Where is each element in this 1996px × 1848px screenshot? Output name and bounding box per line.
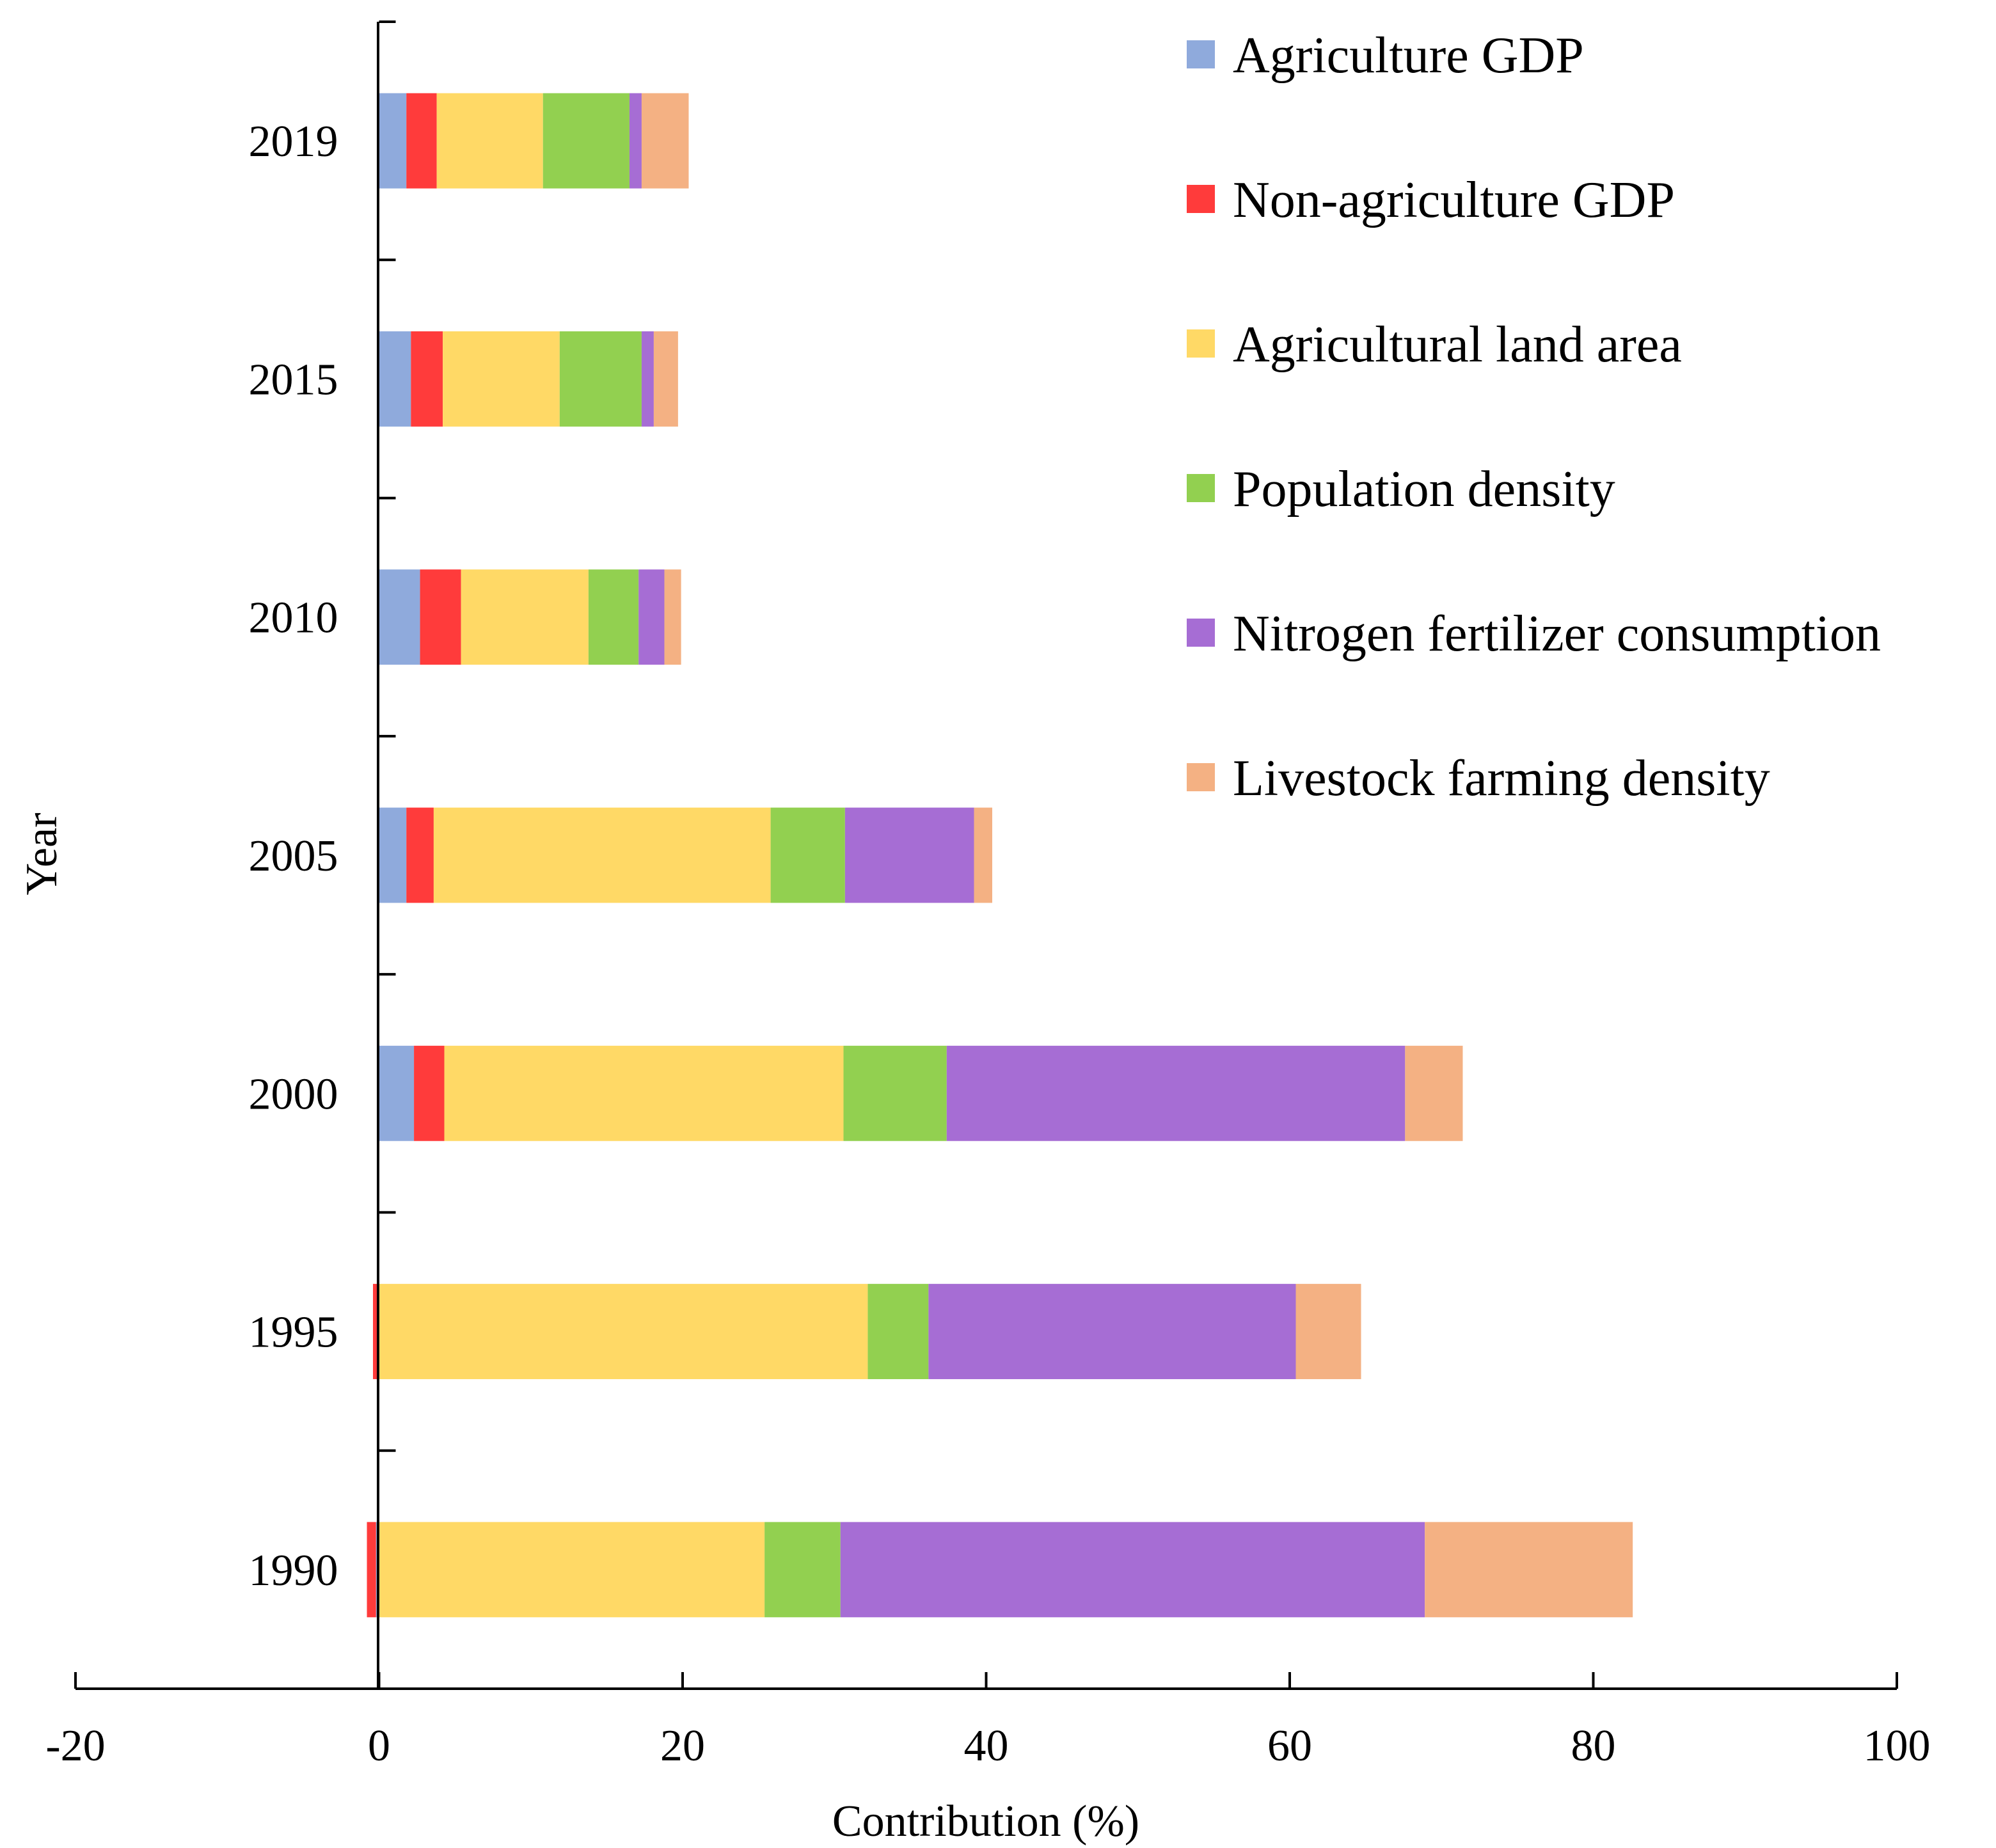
y-tick-label: 2005 bbox=[249, 832, 338, 881]
bar-2000-series-0 bbox=[379, 1045, 415, 1141]
bar-2019-series-1 bbox=[406, 93, 437, 189]
legend-swatch bbox=[1187, 329, 1215, 358]
bar-1995-series-2 bbox=[379, 1284, 868, 1380]
legend-swatch bbox=[1187, 619, 1215, 647]
y-tick-label: 2015 bbox=[249, 355, 338, 404]
y-tick-label: 1995 bbox=[249, 1308, 338, 1357]
legend-swatch bbox=[1187, 40, 1215, 68]
y-tick-label: 1990 bbox=[249, 1546, 338, 1595]
bar-1995-series-3 bbox=[867, 1284, 929, 1380]
x-tick-label: 100 bbox=[1864, 1721, 1931, 1771]
bar-2005-series-1 bbox=[406, 807, 434, 903]
bar-1990-series-2 bbox=[379, 1522, 765, 1618]
bars-layer bbox=[367, 93, 1633, 1618]
bar-2015-series-1 bbox=[411, 331, 443, 427]
x-tick-label: 20 bbox=[660, 1721, 705, 1771]
y-tick-label: 2019 bbox=[249, 117, 338, 166]
bar-2019-series-2 bbox=[436, 93, 543, 189]
bar-2000-series-4 bbox=[946, 1045, 1406, 1141]
legend-label: Non-agriculture GDP bbox=[1233, 172, 1675, 228]
bar-2000-series-1 bbox=[414, 1045, 445, 1141]
bar-2010-series-4 bbox=[638, 569, 665, 665]
bar-2015-series-4 bbox=[641, 331, 654, 427]
bar-2019-series-5 bbox=[641, 93, 689, 189]
legend-swatch bbox=[1187, 185, 1215, 213]
bar-2000-series-3 bbox=[843, 1045, 947, 1141]
bar-2005-series-4 bbox=[844, 807, 974, 903]
bar-2000-series-2 bbox=[444, 1045, 844, 1141]
bar-1990-series-3 bbox=[764, 1522, 841, 1618]
bar-2019-series-0 bbox=[379, 93, 407, 189]
x-tick-label: -20 bbox=[45, 1721, 105, 1771]
bar-2010-series-1 bbox=[420, 569, 461, 665]
legend-label: Livestock farming density bbox=[1233, 750, 1770, 807]
y-axis-title: Year bbox=[17, 813, 67, 896]
bar-1990-series-5 bbox=[1425, 1522, 1633, 1618]
x-tick-label: 40 bbox=[964, 1721, 1009, 1771]
x-ticks-layer: -20 0 20 40 60 80 100 bbox=[45, 1672, 1931, 1771]
legend: Agriculture GDP Non-agriculture GDP Agricu… bbox=[1187, 28, 1881, 807]
bar-1995-series-5 bbox=[1295, 1284, 1361, 1380]
bar-2019-series-4 bbox=[629, 93, 642, 189]
legend-label: Agricultural land area bbox=[1233, 317, 1682, 373]
bar-2010-series-5 bbox=[664, 569, 681, 665]
bar-2015-series-2 bbox=[443, 331, 560, 427]
bar-2000-series-5 bbox=[1405, 1045, 1463, 1141]
bar-2005-series-0 bbox=[379, 807, 407, 903]
bar-2015-series-0 bbox=[379, 331, 411, 427]
legend-swatch bbox=[1187, 474, 1215, 502]
bar-1995-series-1 bbox=[373, 1284, 378, 1380]
legend-label: Population density bbox=[1233, 461, 1615, 517]
bar-2005-series-3 bbox=[770, 807, 845, 903]
y-ticks-layer: 1990 1995 2000 2005 2010 2015 2019 bbox=[249, 20, 396, 1690]
x-tick-label: 80 bbox=[1571, 1721, 1616, 1771]
bar-2019-series-3 bbox=[543, 93, 630, 189]
bar-2015-series-5 bbox=[653, 331, 678, 427]
bar-2010-series-0 bbox=[379, 569, 420, 665]
legend-label: Nitrogen fertilizer consumption bbox=[1233, 606, 1881, 662]
bar-2010-series-3 bbox=[588, 569, 639, 665]
bar-2010-series-2 bbox=[461, 569, 589, 665]
bar-1990-series-1 bbox=[367, 1522, 376, 1618]
x-axis-title: Contribution (%) bbox=[832, 1797, 1139, 1846]
y-tick-label: 2000 bbox=[249, 1070, 338, 1119]
bar-2005-series-5 bbox=[974, 807, 992, 903]
x-tick-label: 0 bbox=[368, 1721, 390, 1771]
bar-2005-series-2 bbox=[433, 807, 771, 903]
x-tick-label: 60 bbox=[1267, 1721, 1312, 1771]
bar-2015-series-3 bbox=[559, 331, 642, 427]
bar-1995-series-4 bbox=[928, 1284, 1296, 1380]
legend-label: Agriculture GDP bbox=[1233, 28, 1584, 84]
bar-1990-series-4 bbox=[840, 1522, 1425, 1618]
y-tick-label: 2010 bbox=[249, 594, 338, 643]
legend-swatch bbox=[1187, 763, 1215, 791]
